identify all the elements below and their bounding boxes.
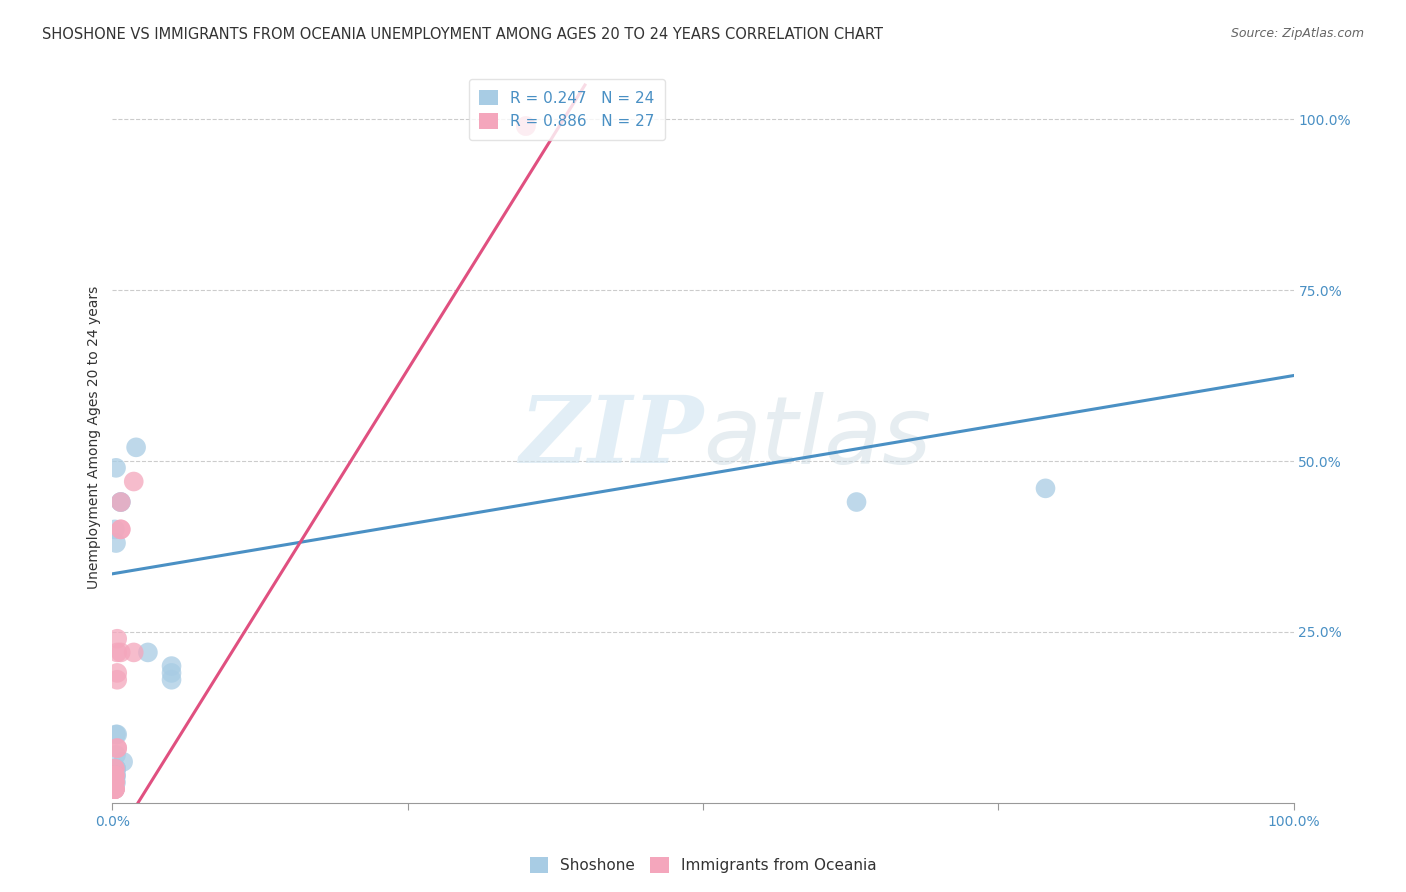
Point bbox=[104, 782, 127, 797]
Point bbox=[105, 741, 128, 756]
Point bbox=[125, 440, 148, 454]
Point bbox=[515, 119, 537, 133]
Point bbox=[105, 762, 128, 776]
Point bbox=[104, 762, 127, 776]
Point bbox=[160, 673, 183, 687]
Point bbox=[104, 782, 127, 797]
Point bbox=[105, 747, 128, 762]
Point bbox=[104, 768, 127, 782]
Point bbox=[105, 741, 128, 756]
Point bbox=[105, 632, 128, 646]
Point bbox=[104, 782, 127, 797]
Point bbox=[104, 762, 127, 776]
Text: SHOSHONE VS IMMIGRANTS FROM OCEANIA UNEMPLOYMENT AMONG AGES 20 TO 24 YEARS CORRE: SHOSHONE VS IMMIGRANTS FROM OCEANIA UNEM… bbox=[42, 27, 883, 42]
Point bbox=[122, 475, 145, 489]
Point bbox=[104, 775, 127, 789]
Point bbox=[845, 495, 868, 509]
Point bbox=[104, 768, 127, 782]
Point bbox=[104, 522, 127, 536]
Point bbox=[104, 782, 127, 797]
Point bbox=[105, 768, 128, 782]
Point bbox=[105, 460, 128, 475]
Point bbox=[110, 645, 132, 659]
Y-axis label: Unemployment Among Ages 20 to 24 years: Unemployment Among Ages 20 to 24 years bbox=[87, 285, 101, 589]
Point bbox=[104, 775, 127, 789]
Point bbox=[136, 645, 159, 659]
Point bbox=[105, 645, 128, 659]
Point bbox=[160, 659, 183, 673]
Point bbox=[105, 762, 128, 776]
Point bbox=[105, 673, 128, 687]
Point bbox=[122, 645, 145, 659]
Point bbox=[104, 782, 127, 797]
Point bbox=[110, 495, 132, 509]
Point bbox=[110, 522, 132, 536]
Point bbox=[1035, 481, 1057, 495]
Point bbox=[105, 727, 128, 741]
Point bbox=[105, 727, 128, 741]
Point bbox=[515, 119, 537, 133]
Point bbox=[105, 665, 128, 680]
Point bbox=[110, 495, 132, 509]
Point bbox=[104, 775, 127, 789]
Point bbox=[105, 536, 128, 550]
Point bbox=[110, 495, 132, 509]
Point bbox=[105, 762, 128, 776]
Point bbox=[112, 755, 135, 769]
Point bbox=[105, 762, 128, 776]
Point bbox=[105, 768, 128, 782]
Point bbox=[110, 522, 132, 536]
Point bbox=[104, 782, 127, 797]
Text: Source: ZipAtlas.com: Source: ZipAtlas.com bbox=[1230, 27, 1364, 40]
Text: ZIP: ZIP bbox=[519, 392, 703, 482]
Legend: Shoshone, Immigrants from Oceania: Shoshone, Immigrants from Oceania bbox=[523, 851, 883, 880]
Point bbox=[105, 775, 128, 789]
Text: atlas: atlas bbox=[703, 392, 931, 483]
Point bbox=[160, 665, 183, 680]
Point bbox=[104, 768, 127, 782]
